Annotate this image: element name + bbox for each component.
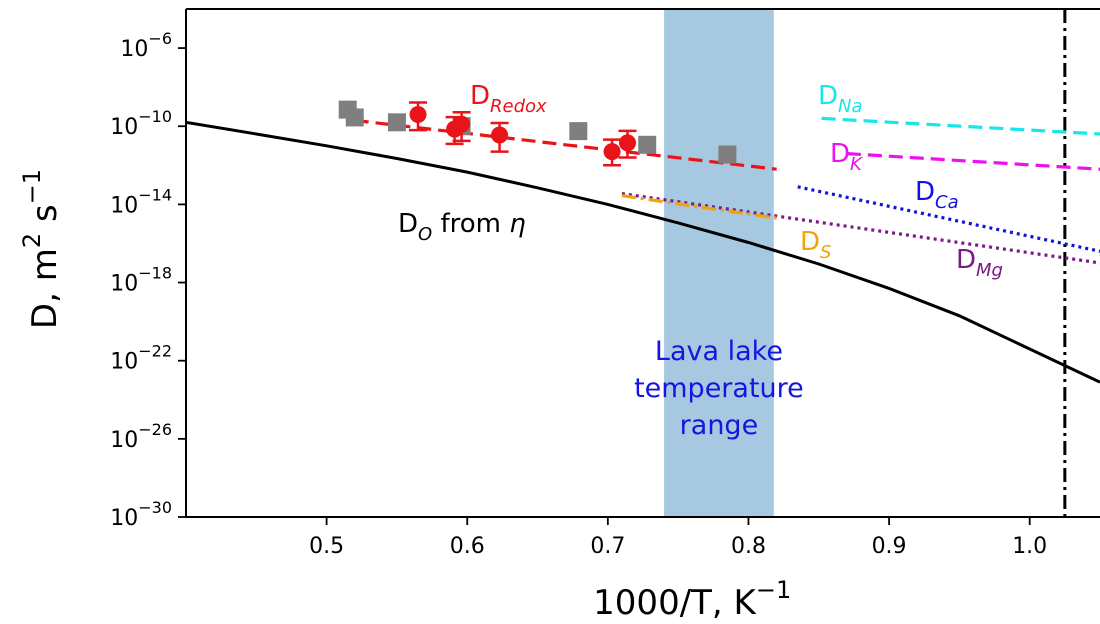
gray-square-point [387,113,406,132]
y-tick-base: 10 [110,350,138,375]
series-label-tail: from [432,209,509,239]
series-label-sub: Ca [935,192,959,213]
x-tick-label: 0.5 [309,534,344,559]
series-line-redox [354,118,777,171]
band-label-line: temperature [634,373,804,404]
y-axis-title-text: D, m [25,248,65,329]
x-tick-label: 0.8 [731,534,766,559]
axes: 0.5 0.6 0.7 0.8 0.9 1.010−3010−2610−2210−1810… [110,8,1100,559]
y-tick-base: 10 [120,37,148,62]
series-label-k: DK [830,139,863,175]
y-tick-label: 10−6 [120,29,172,62]
y-tick-base: 10 [110,193,138,218]
series-label-s: DS [800,227,831,263]
series-label-redox: DRedox [470,81,547,117]
series-label-main: D [915,177,935,207]
series-label-sub: Redox [490,96,547,117]
red-data-point [603,143,621,161]
x-tick-label: 0.7 [590,534,625,559]
y-tick-base: 10 [110,272,138,297]
series-label-sub: Mg [976,260,1003,281]
series-label-main: D [470,81,490,111]
y-tick-exponent: −18 [138,264,172,283]
band-label-line: Lava lake [655,336,783,367]
x-tick-label: 0.9 [872,534,907,559]
y-axis-title-mid: s [25,204,65,233]
series-line-ca [797,185,1100,253]
plot-area [186,9,1100,517]
series-label-mg: DMg [956,245,1003,281]
band-label-line: range [680,410,759,441]
gray-square-point [345,108,364,127]
series-label-sub: K [850,154,863,175]
y-tick-base: 10 [110,428,138,453]
series-label-sub: S [820,242,831,263]
series-line-k [846,152,1100,171]
series-line-do [186,120,1100,384]
y-tick-label: 10−18 [110,264,172,297]
x-tick-label: 0.6 [450,534,485,559]
y-axis-title: D, m2 s−1 [18,169,65,329]
series-label-main: D [830,139,850,169]
temperature-band [664,9,774,517]
y-tick-label: 10−30 [110,498,172,531]
red-data-point [453,115,471,133]
y-tick-label: 10−22 [110,342,172,375]
y-axis-title-exp1: 2 [18,233,46,248]
red-data-point [491,126,509,144]
series-label-main: D [818,81,838,111]
y-tick-exponent: −14 [138,185,172,204]
red-data-point [619,134,637,152]
y-tick-exponent: −30 [138,498,172,517]
y-axis-title-exp2: −1 [18,169,46,204]
series-line-na [821,116,1100,136]
y-tick-label: 10−10 [110,107,172,140]
series-label-main: D [956,245,976,275]
plot-content [186,9,1100,517]
gray-square-point [569,122,588,141]
y-tick-exponent: −10 [138,107,172,126]
x-axis-title: 1000/T, K−1 [593,576,791,623]
series-label-sub: Na [838,96,863,117]
x-axis-title-text: 1000/T, K [593,583,757,623]
gray-square-point [718,145,737,164]
y-tick-label: 10−14 [110,185,172,218]
series-label-sub: O [418,224,432,245]
x-tick-label: 1.0 [1012,534,1047,559]
series-label-main: D [398,209,418,239]
series-label-na: DNa [818,81,863,117]
series-label-do: DO from η [398,209,526,245]
series-label-ca: DCa [915,177,959,213]
y-tick-exponent: −22 [138,342,172,361]
y-tick-exponent: −26 [138,420,172,439]
y-tick-base: 10 [110,115,138,140]
series-label-eta: η [509,209,525,239]
y-tick-exponent: −6 [148,29,172,48]
y-tick-label: 10−26 [110,420,172,453]
red-data-point [409,106,427,124]
series-label-main: D [800,227,820,257]
y-tick-base: 10 [110,506,138,531]
x-axis-title-exponent: −1 [756,576,791,604]
gray-square-point [638,135,657,154]
